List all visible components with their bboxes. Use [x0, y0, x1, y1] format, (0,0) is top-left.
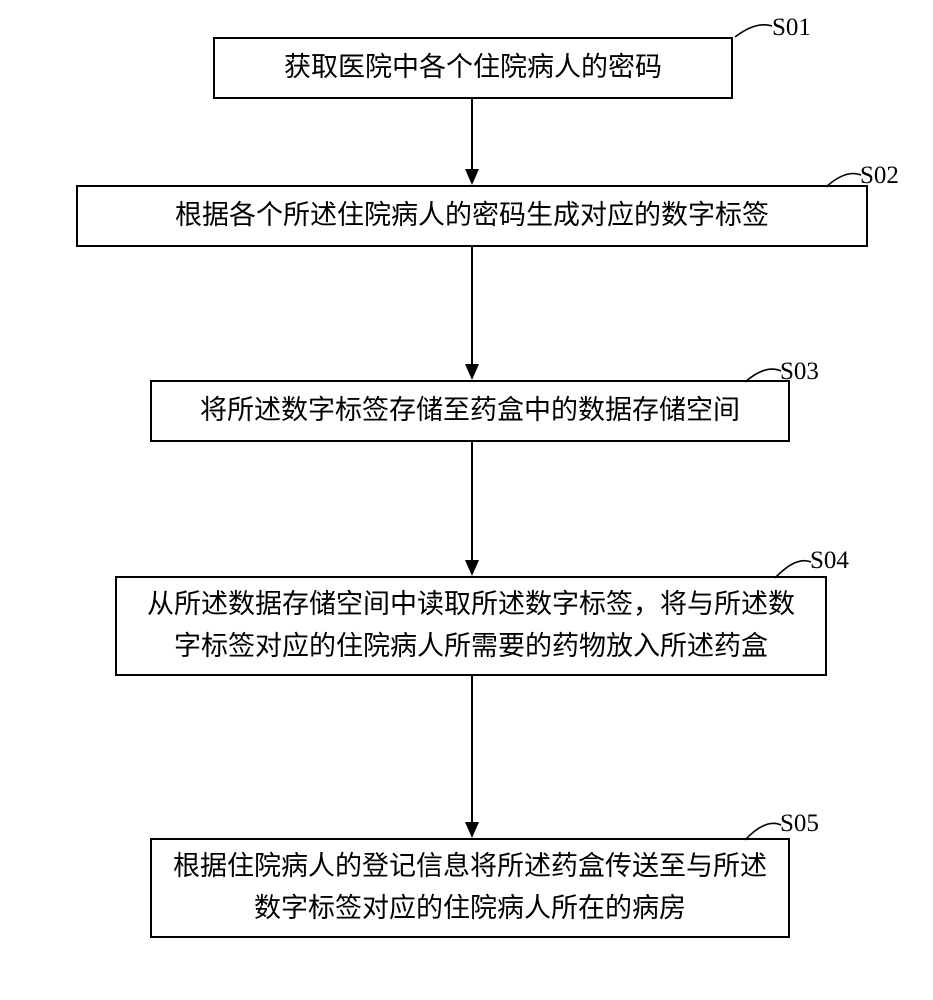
step-label-s02: S02: [860, 162, 899, 190]
arrow-2-to-3: [458, 247, 486, 380]
step-text-s04: 从所述数据存储空间中读取所述数字标签，将与所述数字标签对应的住院病人所需要的药物…: [137, 584, 805, 668]
step-box-s03: 将所述数字标签存储至药盒中的数据存储空间: [150, 380, 790, 442]
leader-s03: [741, 360, 785, 386]
step-label-s01: S01: [772, 14, 811, 42]
step-text-s02: 根据各个所述住院病人的密码生成对应的数字标签: [175, 195, 769, 237]
leader-s02: [822, 165, 865, 191]
step-box-s05: 根据住院病人的登记信息将所述药盒传送至与所述数字标签对应的住院病人所在的病房: [150, 838, 790, 938]
leader-s05: [741, 814, 785, 844]
step-label-s05: S05: [780, 810, 819, 838]
arrow-4-to-5: [458, 676, 486, 838]
step-box-s02: 根据各个所述住院病人的密码生成对应的数字标签: [76, 185, 868, 247]
step-box-s01: 获取医院中各个住院病人的密码: [213, 37, 733, 99]
step-text-s01: 获取医院中各个住院病人的密码: [284, 47, 662, 89]
step-box-s04: 从所述数据存储空间中读取所述数字标签，将与所述数字标签对应的住院病人所需要的药物…: [115, 576, 827, 676]
arrow-3-to-4: [458, 442, 486, 576]
arrow-1-to-2: [458, 99, 486, 185]
leader-s04: [771, 552, 815, 582]
step-label-s04: S04: [810, 547, 849, 575]
step-label-s03: S03: [780, 358, 819, 386]
leader-s01: [731, 17, 776, 41]
flowchart-canvas: 获取医院中各个住院病人的密码 根据各个所述住院病人的密码生成对应的数字标签 将所…: [0, 0, 933, 1000]
step-text-s03: 将所述数字标签存储至药盒中的数据存储空间: [200, 390, 740, 432]
step-text-s05: 根据住院病人的登记信息将所述药盒传送至与所述数字标签对应的住院病人所在的病房: [172, 846, 768, 930]
